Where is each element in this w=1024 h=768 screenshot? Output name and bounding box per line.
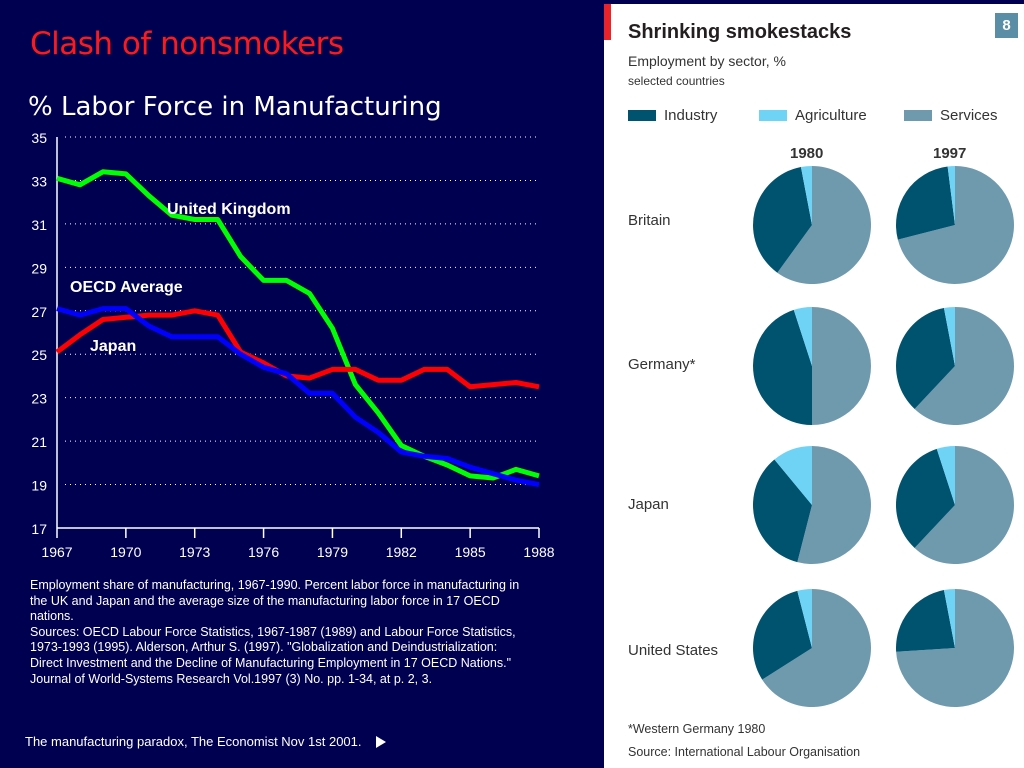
y-tick-label: 25 bbox=[31, 347, 47, 363]
x-tick-label: 1970 bbox=[110, 544, 141, 560]
pie-slice-industry bbox=[895, 166, 955, 240]
footer: The manufacturing paradox, The Economist… bbox=[25, 734, 386, 749]
y-tick-label: 21 bbox=[31, 434, 47, 450]
pie-slice-industry bbox=[896, 308, 955, 410]
pie-slice-agriculture bbox=[943, 589, 955, 648]
x-tick-label: 1982 bbox=[386, 544, 417, 560]
series-line-oecd-average bbox=[56, 306, 540, 488]
x-tick-label: 1973 bbox=[179, 544, 210, 560]
x-tick-label: 1979 bbox=[317, 544, 348, 560]
x-tick-label: 1985 bbox=[455, 544, 486, 560]
slide-title: Clash of nonsmokers bbox=[30, 26, 344, 62]
pie-grid bbox=[752, 166, 1015, 707]
y-tick-label: 17 bbox=[31, 521, 47, 537]
y-tick-label: 33 bbox=[31, 173, 47, 189]
series-label-oecd-average: OECD Average bbox=[70, 279, 183, 296]
country-label-japan: Japan bbox=[628, 496, 669, 513]
legend-agriculture: Agriculture bbox=[759, 107, 867, 124]
pie-slice-agriculture bbox=[936, 446, 955, 505]
y-tick-label: 31 bbox=[31, 217, 47, 233]
pie-slice-agriculture bbox=[947, 166, 955, 225]
play-icon[interactable] bbox=[375, 735, 386, 748]
pie-slice-industry bbox=[752, 590, 812, 680]
legend-swatch-industry bbox=[628, 110, 656, 121]
pie-slice-services bbox=[812, 307, 871, 425]
legend-services: Services bbox=[904, 107, 998, 124]
y-tick-label: 19 bbox=[31, 478, 47, 494]
pie-slice-services bbox=[762, 589, 871, 707]
series-label-united-kingdom: United Kingdom bbox=[167, 201, 291, 218]
chart-caption: Employment share of manufacturing, 1967-… bbox=[30, 578, 520, 686]
pie-slice-industry bbox=[752, 459, 812, 563]
footer-citation: The manufacturing paradox, The Economist… bbox=[25, 734, 362, 749]
pie-footnote: *Western Germany 1980 bbox=[628, 722, 766, 736]
country-label-britain: Britain bbox=[628, 212, 671, 229]
legend-swatch-agriculture bbox=[759, 110, 787, 121]
x-tick-label: 1967 bbox=[41, 544, 72, 560]
country-label-united-states: United States bbox=[628, 642, 719, 659]
pie-slice-services bbox=[777, 166, 872, 284]
pie-slice-agriculture bbox=[793, 307, 812, 366]
legend-industry: Industry bbox=[628, 107, 717, 124]
legend-label-agriculture: Agriculture bbox=[795, 107, 867, 124]
legend-label-industry: Industry bbox=[664, 107, 718, 124]
series-line-united-kingdom bbox=[56, 169, 540, 481]
pie-slice-services bbox=[896, 589, 1015, 707]
page-number-badge: 8 bbox=[995, 13, 1018, 38]
y-tick-label: 35 bbox=[31, 130, 47, 146]
pie-panel-subtitle-2: selected countries bbox=[628, 74, 725, 88]
year-label-1997: 1997 bbox=[933, 145, 967, 162]
legend-swatch-services bbox=[904, 110, 932, 121]
series-label-japan: Japan bbox=[90, 338, 136, 355]
pie-slice-services bbox=[897, 166, 1014, 284]
x-tick-label: 1976 bbox=[248, 544, 279, 560]
y-tick-label: 27 bbox=[31, 304, 47, 320]
y-tick-label: 23 bbox=[31, 391, 47, 407]
y-tick-label: 29 bbox=[31, 260, 47, 276]
pie-slice-agriculture bbox=[943, 307, 955, 366]
pie-source: Source: International Labour Organisatio… bbox=[628, 745, 861, 759]
panel-accent-bar bbox=[604, 4, 611, 40]
pie-slice-services bbox=[914, 307, 1014, 425]
pie-slice-services bbox=[797, 446, 871, 564]
country-label-germany: Germany* bbox=[628, 356, 696, 373]
pie-slice-industry bbox=[896, 590, 955, 652]
pie-slice-industry bbox=[896, 448, 955, 549]
pie-slice-services bbox=[914, 446, 1014, 564]
pie-panel-subtitle: Employment by sector, % bbox=[628, 53, 786, 69]
year-label-1980: 1980 bbox=[790, 145, 824, 162]
pie-slice-agriculture bbox=[774, 446, 812, 505]
x-tick-label: 1988 bbox=[523, 544, 554, 560]
pie-slice-agriculture bbox=[800, 166, 812, 225]
pie-slice-industry bbox=[753, 167, 812, 273]
line-chart-title: % Labor Force in Manufacturing bbox=[28, 92, 442, 122]
legend-label-services: Services bbox=[940, 107, 998, 124]
line-chart: 17 19 21 23 25 27 29 31 33 35 1967 1970 1973 1976 1979… bbox=[31, 130, 554, 560]
pie-slice-agriculture bbox=[797, 589, 812, 648]
pie-panel-title: Shrinking smokestacks bbox=[628, 21, 852, 43]
pie-panel: Shrinking smokestacks Employment by sect… bbox=[604, 4, 1024, 768]
pie-slice-industry bbox=[753, 309, 812, 425]
